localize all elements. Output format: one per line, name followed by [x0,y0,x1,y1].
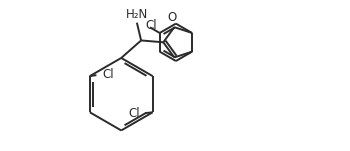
Text: H₂N: H₂N [126,8,148,21]
Text: Cl: Cl [129,107,140,120]
Text: Cl: Cl [102,68,114,81]
Text: Cl: Cl [146,19,157,32]
Text: O: O [168,11,177,24]
